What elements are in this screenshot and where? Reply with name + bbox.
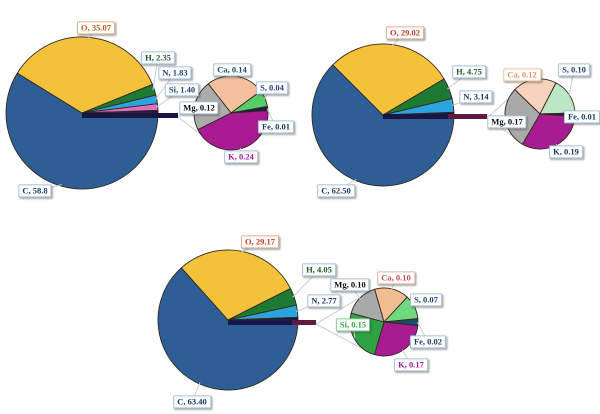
data-label-S: S, 0.10 (558, 63, 590, 77)
data-label-Ca: Ca, 0.14 (213, 63, 251, 77)
pie-of-pie-chart-2 (311, 32, 583, 192)
data-label-Fe: Fe, 0.02 (409, 335, 447, 349)
data-label-Fe: Fe, 0.01 (563, 110, 600, 124)
data-label-C: C, 63.40 (173, 395, 211, 409)
chart1-main-slice-O (16, 36, 154, 114)
data-label-S: S, 0.07 (410, 293, 442, 307)
data-label-H: H, 4.75 (452, 65, 486, 79)
other-slice-bar (383, 114, 487, 119)
data-label-O: O, 35.07 (77, 21, 115, 35)
data-label-H: H, 4.05 (302, 263, 336, 277)
other-slice-bar (82, 113, 178, 118)
data-label-Si: Si, 0.15 (335, 318, 371, 332)
data-label-K: K, 0.19 (549, 145, 583, 159)
other-slice-bar-tip (292, 320, 316, 325)
data-label-N: N, 2.77 (307, 294, 341, 308)
data-label-Fe: Fe, 0.01 (257, 120, 295, 134)
data-label-N: N, 1.83 (158, 66, 192, 80)
other-slice-bar-tip (152, 113, 178, 118)
data-label-K: K, 0.24 (224, 150, 258, 164)
data-label-Ca: Ca, 0.12 (503, 68, 541, 82)
chart1-main-slice-C (5, 72, 159, 190)
other-slice-bar (228, 320, 316, 325)
data-label-N: N, 3.14 (459, 90, 493, 104)
data-label-Mg: Mg, 0.12 (179, 101, 219, 115)
chart3-main-slice-O (180, 249, 292, 321)
pie-of-pie-chart-1 (5, 27, 277, 192)
pie-of-pie-chart-3 (157, 241, 429, 403)
data-label-O: O, 29.17 (241, 235, 279, 249)
chart2-main-slice-C (311, 64, 455, 187)
data-label-Mg: Mg, 0.10 (330, 278, 370, 292)
data-label-S: S, 0.04 (256, 81, 288, 95)
data-label-Si: Si, 1.40 (164, 83, 200, 97)
chart2-main-slice-O (332, 43, 445, 116)
data-label-C: C, 58.8 (18, 184, 52, 198)
data-label-C: C, 62.50 (317, 184, 355, 198)
data-label-H: H, 2.35 (141, 51, 175, 65)
data-label-Mg: Mg, 0.17 (487, 115, 527, 129)
data-label-Ca: Ca, 0.10 (377, 271, 415, 285)
chart1-main-slice-Other (81, 109, 159, 114)
data-label-K: K, 0.17 (394, 358, 428, 372)
other-slice-bar-tip (448, 114, 487, 119)
data-label-O: O, 29.02 (386, 26, 424, 40)
chart3-main-slice-Other (227, 316, 299, 321)
